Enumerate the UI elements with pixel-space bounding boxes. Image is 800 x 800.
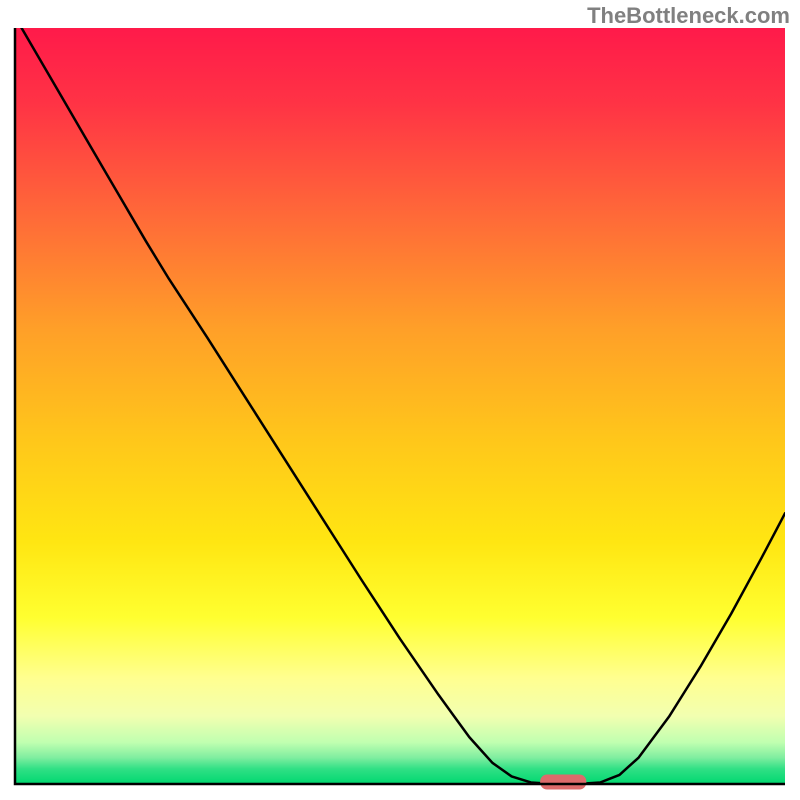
optimal-marker [540, 774, 586, 789]
bottleneck-chart [0, 0, 800, 800]
chart-svg [0, 0, 800, 800]
gradient-background [15, 28, 785, 784]
attribution-label: TheBottleneck.com [587, 3, 790, 29]
